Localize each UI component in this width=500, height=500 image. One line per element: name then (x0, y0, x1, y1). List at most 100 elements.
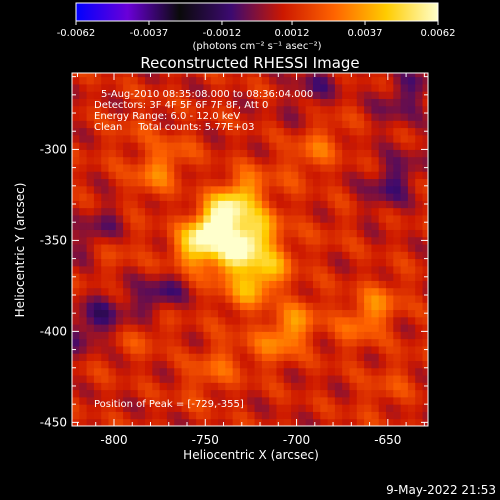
heatmap-cell (137, 156, 146, 165)
heatmap-cell (152, 142, 161, 150)
heatmap-cell (247, 244, 256, 252)
heatmap-cell (305, 280, 314, 289)
heatmap-cell (261, 120, 270, 129)
heatmap-cell (415, 324, 424, 332)
heatmap-cell (188, 251, 197, 260)
heatmap-cell (276, 185, 285, 194)
heatmap-cell (349, 236, 358, 245)
heatmap-cell (152, 345, 161, 354)
heatmap-cell (203, 389, 212, 398)
heatmap-cell (166, 309, 175, 318)
heatmap-cell (305, 222, 314, 230)
heatmap-cell (203, 120, 212, 129)
heatmap-cell (79, 287, 88, 296)
heatmap-cell (123, 83, 131, 92)
heatmap-cell (145, 331, 153, 340)
heatmap-cell (400, 251, 409, 260)
heatmap-cell (371, 171, 380, 180)
heatmap-cell (181, 83, 190, 92)
heatmap-cell (386, 302, 394, 311)
heatmap-cell (123, 98, 131, 107)
heatmap-cell (108, 222, 117, 230)
heatmap-cell (79, 411, 88, 420)
heatmap-cell (166, 171, 175, 180)
heatmap-cell (422, 338, 428, 347)
heatmap-cell (407, 185, 416, 194)
heatmap-cell (137, 331, 146, 340)
heatmap-cell (378, 149, 387, 158)
heatmap-cell (196, 418, 204, 426)
heatmap-cell (225, 389, 234, 398)
heatmap-cell (115, 73, 124, 78)
heatmap-cell (210, 149, 219, 158)
heatmap-cell (407, 76, 416, 85)
heatmap-cell (159, 404, 168, 412)
heatmap-cell (72, 316, 80, 325)
heatmap-cell (247, 98, 256, 107)
heatmap-cell (312, 353, 321, 361)
heatmap-cell (400, 331, 409, 340)
heatmap-cell (166, 338, 175, 347)
heatmap-cell (276, 105, 285, 114)
heatmap-cell (415, 273, 424, 281)
heatmap-cell (137, 83, 146, 92)
heatmap-cell (115, 98, 124, 107)
heatmap-cell (225, 236, 234, 245)
heatmap-cell (305, 98, 314, 107)
heatmap-cell (145, 418, 153, 426)
heatmap-cell (86, 178, 95, 187)
heatmap-cell (386, 73, 394, 78)
heatmap-cell (371, 360, 380, 369)
heatmap-cell (327, 389, 336, 398)
heatmap-cell (334, 185, 343, 194)
heatmap-cell (72, 156, 80, 165)
heatmap-cell (225, 229, 234, 238)
heatmap-cell (378, 178, 387, 187)
heatmap-cell (415, 331, 424, 340)
heatmap-cell (239, 156, 248, 165)
heatmap-cell (422, 178, 428, 187)
heatmap-cell (232, 353, 241, 361)
heatmap-cell (93, 200, 102, 209)
heatmap-cell (276, 83, 285, 92)
heatmap-cell (210, 185, 219, 194)
heatmap-cell (269, 251, 277, 260)
heatmap-cell (298, 91, 307, 99)
heatmap-cell (225, 258, 234, 267)
heatmap-cell (196, 120, 204, 129)
heatmap-cell (218, 222, 226, 230)
heatmap-cell (145, 375, 153, 383)
heatmap-cell (218, 236, 226, 245)
heatmap-cell (86, 287, 95, 296)
heatmap-cell (225, 149, 234, 158)
heatmap-cell (320, 287, 329, 296)
heatmap-cell (320, 411, 329, 420)
heatmap-cell (123, 142, 131, 150)
heatmap-cell (356, 244, 365, 252)
heatmap-cell (371, 345, 380, 354)
heatmap-cell (291, 375, 299, 383)
heatmap-cell (342, 345, 350, 354)
heatmap-cell (342, 280, 350, 289)
heatmap-cell (283, 265, 292, 274)
heatmap-cell (320, 156, 329, 165)
heatmap-cell (349, 200, 358, 209)
heatmap-cell (108, 396, 117, 405)
heatmap-cell (93, 302, 102, 311)
heatmap-cell (378, 411, 387, 420)
heatmap-cell (371, 73, 380, 78)
heatmap-cell (123, 134, 131, 143)
heatmap-cell (349, 91, 358, 99)
heatmap-cell (415, 127, 424, 136)
heatmap-cell (130, 171, 139, 180)
heatmap-cell (166, 345, 175, 354)
heatmap-cell (115, 302, 124, 311)
heatmap-cell (115, 396, 124, 405)
heatmap-cell (86, 316, 95, 325)
heatmap-cell (276, 396, 285, 405)
heatmap-cell (115, 316, 124, 325)
heatmap-cell (181, 302, 190, 311)
heatmap-cell (152, 83, 161, 92)
heatmap-cell (371, 149, 380, 158)
heatmap-cell (218, 360, 226, 369)
